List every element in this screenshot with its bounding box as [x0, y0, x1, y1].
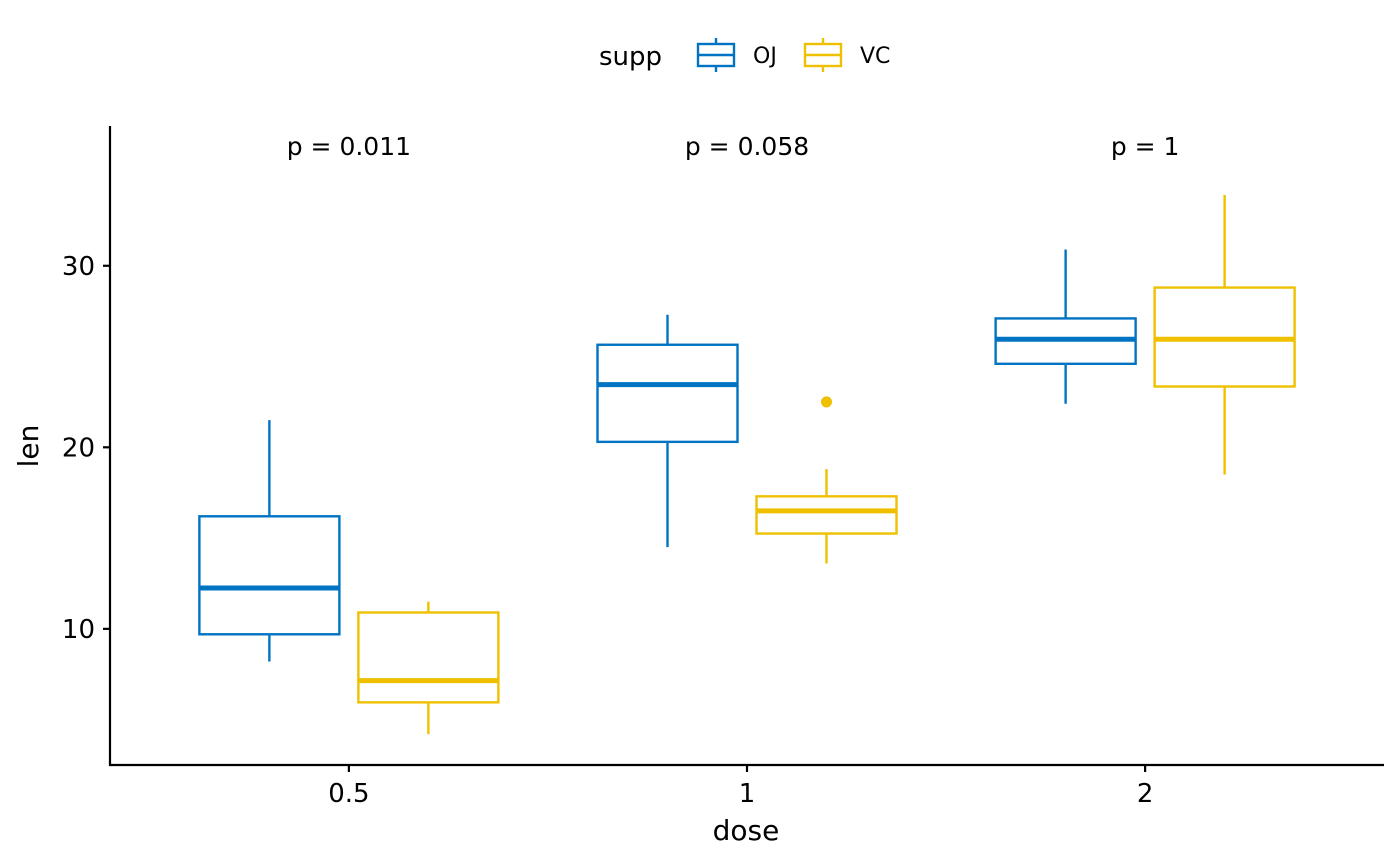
y-tick-label: 10	[62, 615, 95, 645]
box-body	[198, 515, 341, 636]
x-tick-label: 0.5	[328, 779, 369, 809]
p-value-label: p = 0.011	[287, 132, 411, 161]
box-OJ-0.5	[198, 420, 341, 662]
legend-key-icon	[696, 38, 736, 72]
legend-item-OJ: OJ	[696, 38, 777, 72]
y-axis-title: len	[12, 425, 45, 468]
box-OJ-1	[596, 314, 739, 548]
y-tick-label: 30	[62, 252, 95, 282]
legend-key-icon	[803, 38, 843, 72]
p-value-annotations: p = 0.011 p = 0.058 p = 1	[287, 132, 1180, 161]
p-value-label: p = 0.058	[685, 132, 809, 161]
box-VC-0.5	[357, 601, 500, 735]
legend-item-label: OJ	[753, 44, 777, 69]
box-VC-1	[755, 396, 898, 564]
x-tick-label: 1	[739, 779, 756, 809]
legend-title: supp	[599, 42, 662, 72]
y-ticks: 10 20 30	[62, 252, 110, 645]
x-tick-label: 2	[1137, 779, 1154, 809]
axes: 10 20 30 0.5 1 2 dose len	[12, 126, 1384, 847]
boxes	[198, 194, 1296, 735]
x-axis-title: dose	[713, 814, 780, 847]
outlier-point	[821, 396, 832, 408]
box-body	[357, 611, 500, 704]
p-value-label: p = 1	[1111, 132, 1180, 161]
box-body	[596, 343, 739, 444]
box-OJ-2	[994, 249, 1137, 404]
y-tick-label: 20	[62, 433, 95, 463]
legend-item-label: VC	[860, 44, 890, 69]
box-body	[755, 495, 898, 535]
x-ticks: 0.5 1 2	[328, 765, 1153, 809]
box-VC-2	[1153, 194, 1296, 475]
legend: supp OJ VC	[599, 38, 890, 72]
legend-items: OJ VC	[696, 38, 890, 72]
legend-item-VC: VC	[803, 38, 890, 72]
